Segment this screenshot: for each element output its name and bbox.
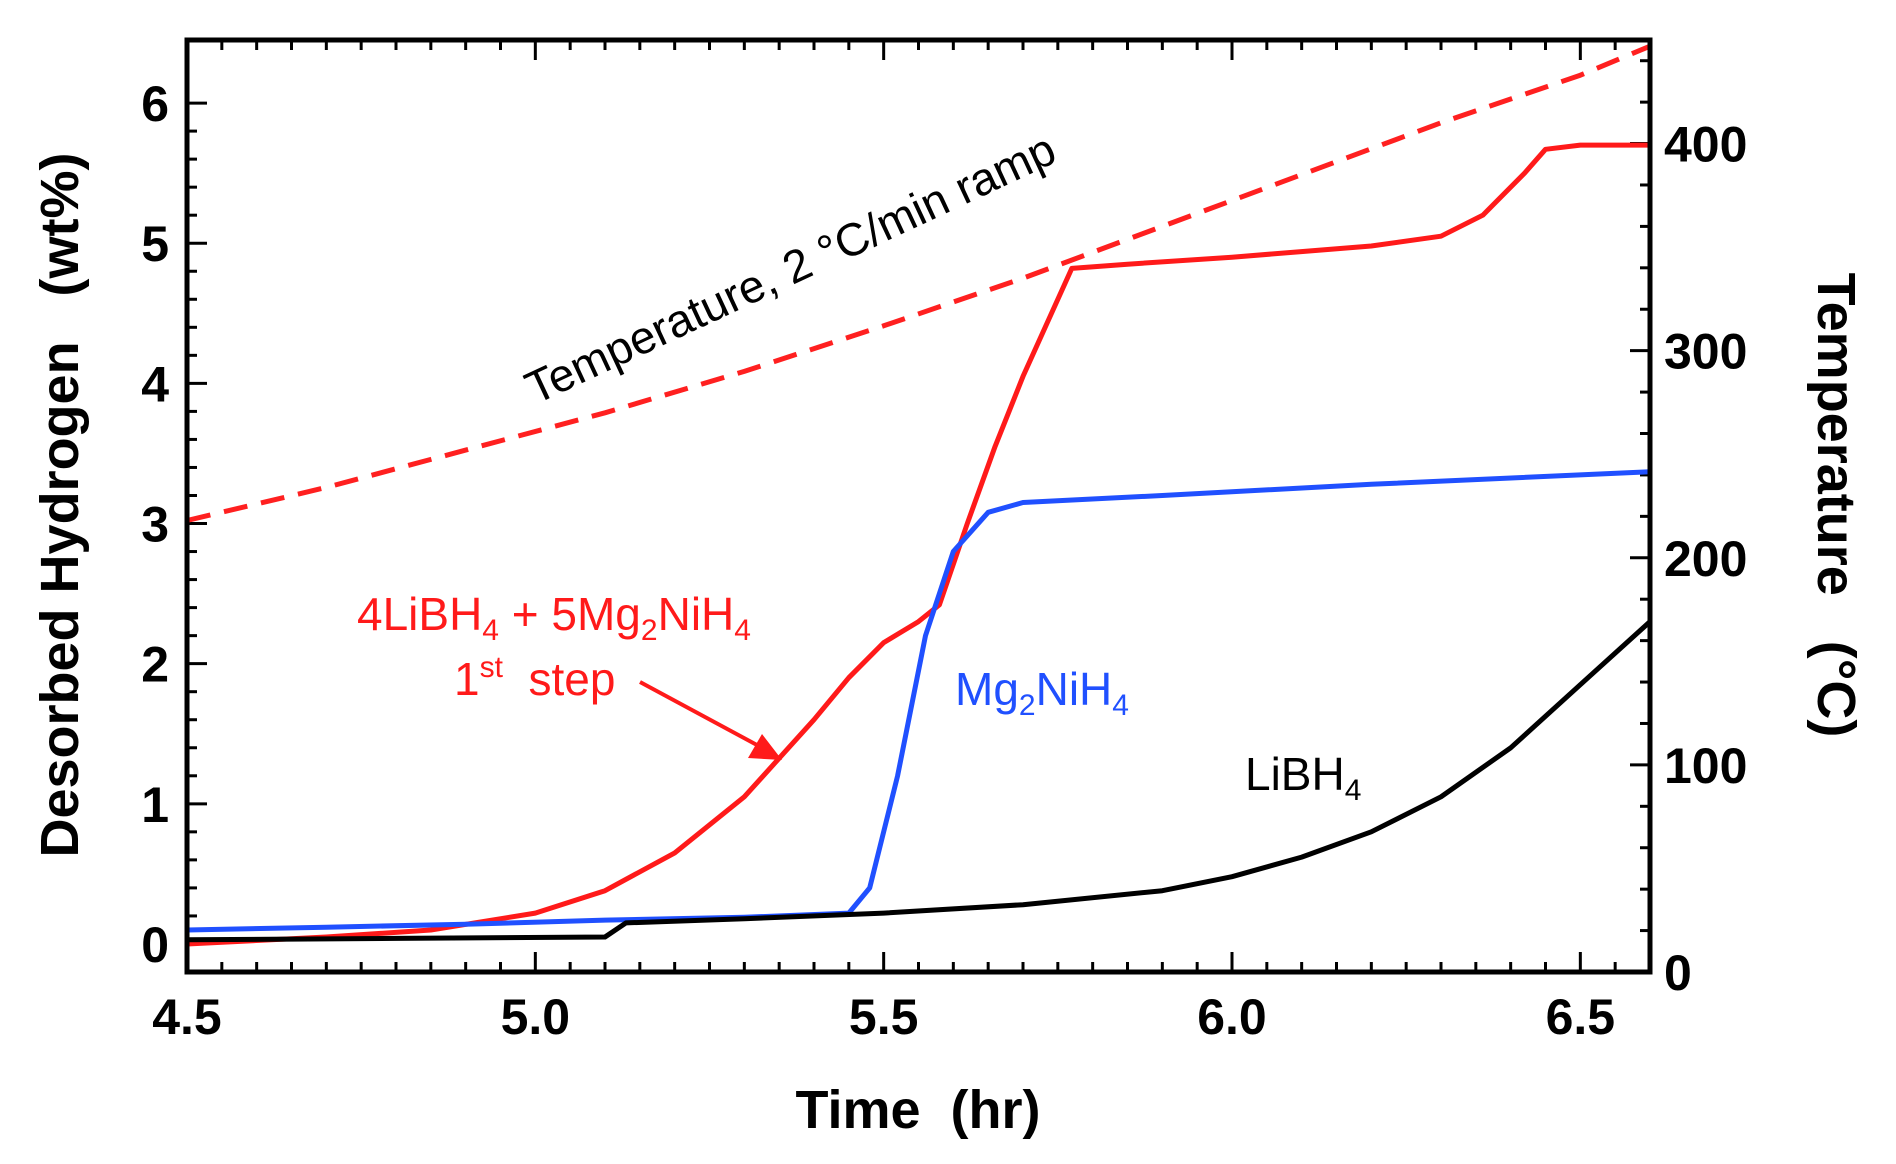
y2-tick-label: 300: [1664, 324, 1747, 380]
y2-tick-label: 200: [1664, 531, 1747, 587]
y-tick-label: 1: [141, 777, 169, 833]
y-tick-label: 5: [141, 216, 169, 272]
labels-layer: 4.5 5.0 5.5 6.0 6.5 0 1 2 3 4 5 6 0 100 200 300 400: [141, 76, 1747, 1045]
composite-step-label: 1st step: [454, 651, 615, 705]
temperature-ramp-line: [186, 43, 1651, 523]
x-tick-label: 6.5: [1546, 989, 1616, 1045]
composite-curve: [184, 142, 1653, 947]
annotation-arrow: [639, 680, 782, 760]
plot-frame: [184, 37, 1653, 975]
mg2nih4-curve: [184, 469, 1653, 933]
y2-tick-label: 400: [1664, 117, 1747, 173]
y2-axis-title: Temperature (°C): [1806, 273, 1866, 738]
y2-tick-label: 100: [1664, 738, 1747, 794]
mg2nih4-label: Mg2NiH4: [955, 663, 1129, 722]
y-tick-label: 0: [141, 917, 169, 973]
composite-label: 4LiBH4 + 5Mg2NiH4: [357, 588, 751, 647]
x-tick-label: 6.0: [1197, 989, 1267, 1045]
y-tick-label: 2: [141, 637, 169, 693]
libh4-label: LiBH4: [1245, 748, 1361, 807]
x-tick-label: 5.5: [849, 989, 919, 1045]
y-tick-label: 3: [141, 497, 169, 553]
x-tick-label: 5.0: [501, 989, 571, 1045]
libh4-curve: [184, 619, 1653, 943]
series-layer: [184, 43, 1653, 947]
x-axis-title: Time (hr): [795, 1080, 1040, 1140]
x-tick-label: 4.5: [152, 989, 222, 1045]
y-tick-label: 6: [141, 76, 169, 132]
y2-tick-label: 0: [1664, 945, 1692, 1001]
y-tick-label: 4: [141, 356, 169, 412]
y-axis-title: Desorbed Hydrogen (wt%): [30, 152, 90, 857]
temperature-annotation: Temperature, 2 °C/min ramp: [517, 123, 1063, 415]
